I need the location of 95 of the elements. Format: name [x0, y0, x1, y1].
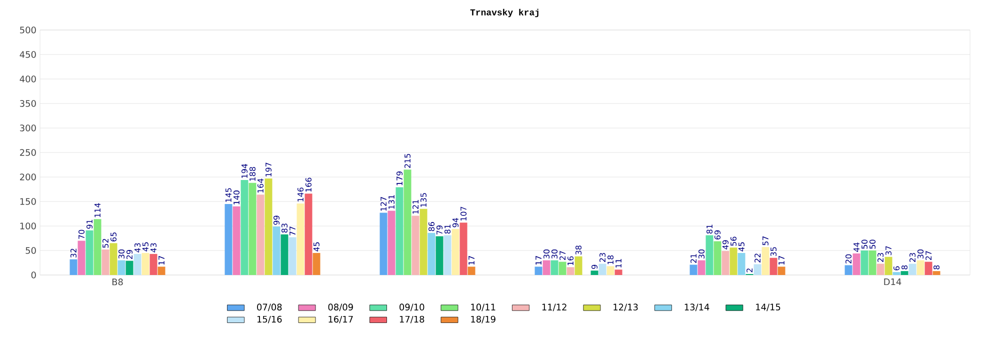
bar — [868, 250, 876, 275]
chart-title: Trnavsky kraj — [470, 8, 538, 18]
bar — [690, 264, 698, 275]
legend-label: 09/10 — [400, 304, 424, 312]
bar — [860, 250, 868, 275]
bar — [574, 256, 582, 275]
bar — [78, 240, 86, 275]
bar — [452, 228, 460, 275]
bar — [844, 265, 852, 275]
bar — [304, 194, 312, 275]
bar — [444, 235, 452, 275]
bar — [150, 254, 158, 275]
y-tick-label: 200 — [20, 174, 36, 180]
y-tick-label: 150 — [20, 198, 36, 205]
y-tick-label: 0 — [31, 272, 36, 278]
bar — [924, 262, 932, 275]
bar — [280, 234, 288, 275]
bar — [698, 260, 706, 275]
bar — [714, 241, 722, 275]
bar — [852, 253, 860, 275]
bar — [722, 250, 730, 275]
y-tick-label: 50 — [26, 247, 36, 254]
bar — [142, 252, 150, 275]
y-tick-label: 350 — [20, 100, 36, 107]
y-tick-label: 300 — [20, 124, 36, 132]
bar — [86, 230, 94, 275]
bar — [288, 237, 296, 275]
bar — [460, 222, 468, 275]
bar — [102, 250, 110, 275]
x-tick-label: D14 — [884, 278, 902, 286]
bar — [428, 232, 436, 275]
bar — [542, 260, 550, 275]
y-tick-label: 500 — [20, 26, 36, 34]
bar — [420, 208, 428, 275]
bar — [770, 258, 778, 275]
bar — [118, 260, 126, 275]
bar — [224, 204, 232, 275]
bar — [296, 203, 304, 275]
legend-label: 07/08 — [257, 304, 282, 312]
legend-label: 08/09 — [328, 304, 353, 312]
bar — [614, 270, 622, 275]
y-tick-label: 450 — [20, 51, 36, 58]
legend-label: 12/13 — [614, 304, 638, 312]
bar — [598, 264, 606, 275]
bar — [396, 187, 404, 275]
bar — [110, 243, 118, 275]
bar — [876, 264, 884, 275]
legend-label: 10/11 — [471, 304, 496, 312]
bar — [590, 270, 598, 275]
legend-label: 17/18 — [400, 316, 424, 324]
x-tick-label: B8 — [112, 278, 123, 286]
legend-label: 15/16 — [257, 316, 282, 324]
bar — [558, 262, 566, 275]
bar — [892, 272, 900, 275]
legend-label: 16/17 — [328, 316, 353, 324]
bar — [380, 212, 388, 275]
bar — [468, 266, 476, 275]
bar — [778, 266, 786, 275]
bar — [762, 247, 770, 275]
bar — [412, 216, 420, 275]
legend-label: 13/14 — [684, 304, 710, 312]
bar — [388, 210, 396, 275]
bar — [126, 260, 134, 275]
bar — [272, 226, 280, 275]
bar — [738, 252, 746, 275]
bar — [94, 219, 102, 275]
bar — [730, 248, 738, 275]
bar — [706, 235, 714, 275]
legend-label: 18/19 — [471, 316, 496, 324]
y-tick-label: 400 — [20, 76, 36, 82]
legend-label: 11/12 — [542, 304, 566, 312]
y-tick-label: 100 — [20, 222, 36, 230]
legend-label: 14/15 — [756, 304, 780, 312]
bar — [264, 178, 272, 275]
bar — [248, 182, 256, 275]
bar — [436, 236, 444, 275]
bar — [900, 271, 908, 275]
bar — [606, 266, 614, 275]
bar — [158, 266, 166, 275]
bar — [134, 254, 142, 275]
bar — [932, 271, 940, 275]
bar — [240, 180, 248, 275]
bar — [70, 259, 78, 275]
bar — [754, 264, 762, 275]
bar — [312, 252, 320, 275]
bar — [550, 260, 558, 275]
bar — [404, 170, 412, 275]
y-tick-label: 250 — [20, 149, 36, 156]
bar — [232, 206, 240, 275]
bar — [256, 194, 264, 275]
bar — [534, 266, 542, 275]
bar — [884, 256, 892, 275]
bar — [566, 267, 574, 275]
bar — [908, 264, 916, 275]
bar — [916, 260, 924, 275]
